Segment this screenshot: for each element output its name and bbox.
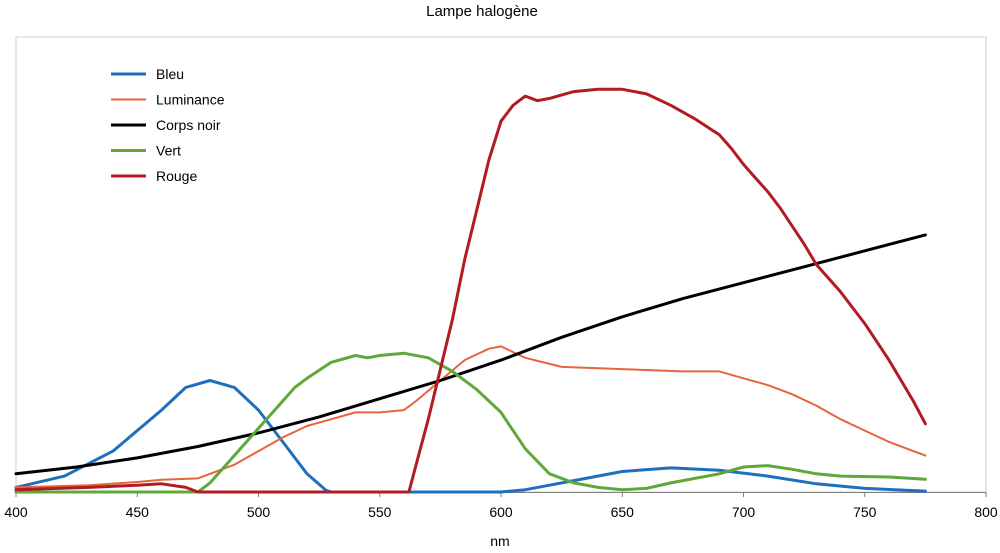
series-layer	[14, 87, 927, 494]
legend-label: Corps noir	[156, 117, 221, 133]
series-line-vert	[14, 351, 927, 494]
x-tick-label: 500	[247, 504, 271, 520]
x-tick-label: 600	[489, 504, 513, 520]
x-tick-label: 750	[853, 504, 877, 520]
legend: Bleu Luminance Corps noir Vert Rouge	[111, 66, 225, 184]
x-axis-ticks: 400 450 500 550 600 650 700 750 800	[4, 492, 998, 520]
series-line-luminance	[15, 345, 927, 489]
legend-label: Vert	[156, 143, 181, 159]
series-line-corps-noir	[14, 233, 927, 476]
x-tick-label: 550	[368, 504, 392, 520]
x-axis-label: nm	[490, 533, 509, 548]
legend-label: Rouge	[156, 168, 197, 184]
x-tick-label: 700	[732, 504, 756, 520]
x-tick-label: 400	[4, 504, 28, 520]
chart-title: Lampe halogène	[426, 3, 538, 20]
x-tick-label: 650	[611, 504, 635, 520]
legend-label: Bleu	[156, 66, 184, 82]
legend-label: Luminance	[156, 92, 225, 108]
plot-area	[15, 36, 987, 493]
x-tick-label: 450	[126, 504, 150, 520]
x-tick-label: 800	[974, 504, 998, 520]
series-line-rouge	[14, 87, 927, 494]
